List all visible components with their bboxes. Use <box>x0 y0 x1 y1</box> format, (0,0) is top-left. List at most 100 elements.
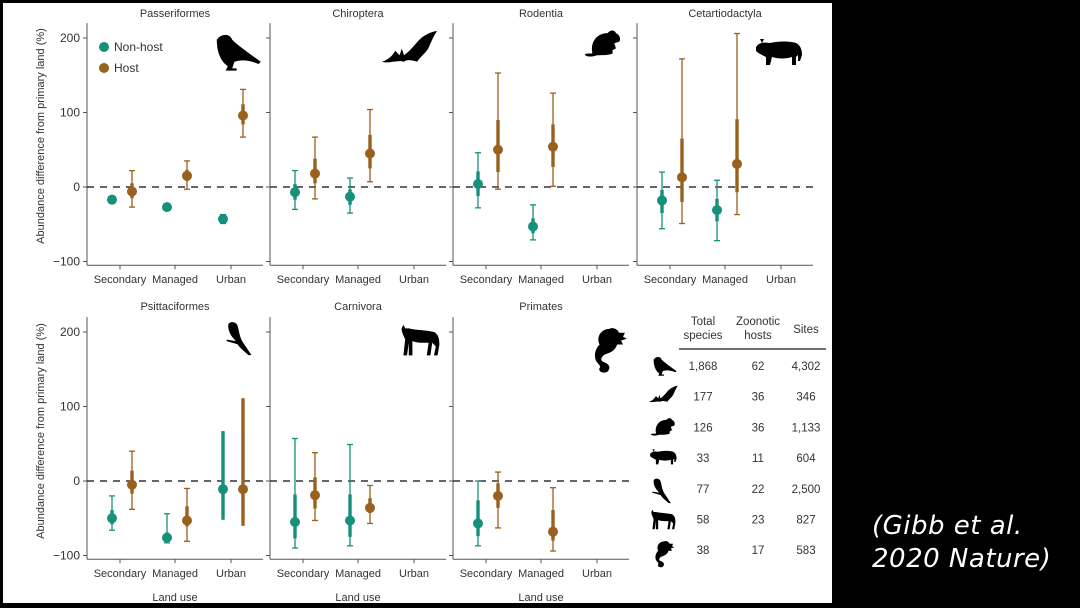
legend-label-host: Host <box>114 61 139 75</box>
table-cell: 11 <box>752 453 764 465</box>
non_host-point <box>218 214 228 225</box>
table-cell: 36 <box>752 422 765 434</box>
table-cell: 1,133 <box>792 422 821 434</box>
non_host-point <box>107 513 117 524</box>
x-axis-title: Land use <box>335 592 380 603</box>
x-tick-label: Urban <box>216 568 246 580</box>
x-tick-label: Managed <box>152 568 198 580</box>
table-cell: 22 <box>752 484 765 496</box>
bat-icon <box>382 31 437 63</box>
table-cell: 604 <box>796 453 816 465</box>
host-point <box>127 186 137 197</box>
table-cell: 36 <box>752 392 765 404</box>
bird-icon <box>653 357 677 376</box>
primate-icon-shape <box>655 541 675 568</box>
y-tick-label: 200 <box>60 31 80 45</box>
table-cell: 2,500 <box>792 484 821 496</box>
table-header: hosts <box>744 330 772 342</box>
y-axis-title: Abundance difference from primary land (… <box>35 323 47 539</box>
non_host-point <box>162 202 172 213</box>
rodent-icon <box>584 30 621 57</box>
bovid-icon <box>650 449 677 465</box>
rodent-icon-shape <box>651 418 675 436</box>
x-axis-title: Land use <box>518 592 563 603</box>
bat-icon-shape <box>649 385 678 403</box>
y-tick-label: 0 <box>73 474 80 488</box>
parrot-icon-shape <box>226 322 252 356</box>
legend-marker-host <box>99 63 109 73</box>
figure: Passeriformes −100 0 100 200 Secondary Managed… <box>3 3 832 603</box>
x-tick-label: Managed <box>152 274 198 286</box>
x-tick-label: Urban <box>399 568 429 580</box>
x-tick-label: Managed <box>702 274 748 286</box>
x-tick-label: Secondary <box>644 274 697 286</box>
bat-icon-shape <box>382 31 437 63</box>
panel-title: Primates <box>519 301 563 313</box>
table-cell: 346 <box>796 392 815 404</box>
panel-title: Psittaciformes <box>140 301 210 313</box>
panel-title: Cetartiodactyla <box>688 8 762 20</box>
canid-icon-shape <box>401 324 440 356</box>
non_host-point <box>528 221 538 232</box>
x-tick-label: Secondary <box>277 274 330 286</box>
host-point <box>310 168 320 179</box>
x-tick-label: Managed <box>518 274 564 286</box>
panel-title: Chiroptera <box>332 8 384 20</box>
non_host-point <box>712 205 722 216</box>
host-point <box>677 172 687 183</box>
bovid-icon-shape <box>650 449 677 465</box>
table-cell: 827 <box>796 515 815 527</box>
x-tick-label: Managed <box>335 274 381 286</box>
panel-title: Carnivora <box>334 301 383 313</box>
table-cell: 62 <box>752 361 765 373</box>
table-header: Sites <box>793 324 819 336</box>
bat-icon <box>649 385 678 403</box>
y-tick-label: −100 <box>53 255 80 269</box>
host-point <box>493 144 503 155</box>
non_host-point <box>345 515 355 526</box>
non_host-point <box>473 179 483 190</box>
table-cell: 583 <box>796 545 815 557</box>
table-cell: 17 <box>752 545 765 557</box>
host-point <box>238 110 248 121</box>
table-cell: 77 <box>697 484 710 496</box>
y-axis-title: Abundance difference from primary land (… <box>35 28 47 244</box>
bird-icon-shape <box>216 34 261 71</box>
rodent-icon-shape <box>584 30 621 57</box>
y-tick-label: 100 <box>60 400 80 414</box>
chart-grid: Passeriformes −100 0 100 200 Secondary Managed… <box>35 8 826 603</box>
host-point <box>182 170 192 181</box>
x-tick-label: Secondary <box>277 568 330 580</box>
host-point <box>365 148 375 159</box>
host-point <box>310 490 320 501</box>
table-cell: 23 <box>752 515 765 527</box>
host-point <box>732 158 742 169</box>
host-point <box>182 515 192 526</box>
host-point <box>127 479 137 490</box>
x-tick-label: Secondary <box>460 274 513 286</box>
host-point <box>548 141 558 152</box>
bird-icon <box>216 34 261 71</box>
table-cell: 33 <box>697 453 710 465</box>
parrot-icon-shape <box>652 478 671 504</box>
canid-icon <box>651 509 676 530</box>
x-tick-label: Managed <box>518 568 564 580</box>
table-cell: 58 <box>697 515 710 527</box>
x-axis-title: Land use <box>152 592 197 603</box>
panel-title: Rodentia <box>519 8 564 20</box>
parrot-icon <box>652 478 671 504</box>
non_host-point <box>657 195 667 206</box>
canid-icon-shape <box>651 509 676 530</box>
primate-icon-shape <box>594 328 627 373</box>
table-cell: 4,302 <box>792 361 821 373</box>
rodent-icon <box>651 418 675 436</box>
legend-label-non_host: Non-host <box>114 40 163 54</box>
table-header: Zoonotic <box>736 316 780 328</box>
table-cell: 177 <box>693 392 712 404</box>
table-cell: 1,868 <box>689 361 718 373</box>
panel-title: Passeriformes <box>140 8 211 20</box>
table-header: species <box>684 330 723 342</box>
bird-icon-shape <box>653 357 677 376</box>
primate-icon <box>594 328 627 373</box>
non_host-point <box>218 484 228 495</box>
